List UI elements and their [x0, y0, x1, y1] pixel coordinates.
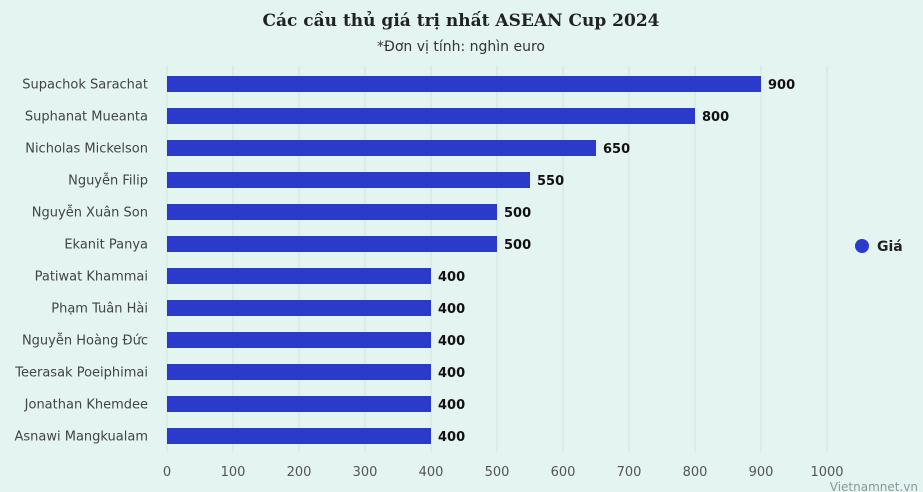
bar[interactable]	[167, 204, 497, 220]
bar[interactable]	[167, 236, 497, 252]
chart-title: Các cầu thủ giá trị nhất ASEAN Cup 2024	[262, 11, 659, 31]
category-label: Jonathan Khemdee	[24, 398, 148, 413]
bar[interactable]	[167, 300, 431, 316]
category-label: Nicholas Mickelson	[25, 142, 148, 157]
category-label: Nguyễn Hoàng Đức	[22, 334, 148, 349]
category-label: Nguyễn Xuân Son	[32, 206, 148, 221]
bar[interactable]	[167, 140, 596, 156]
credit-text: Vietnamnet.vn	[830, 480, 918, 492]
data-label: 400	[438, 398, 465, 413]
data-label: 800	[702, 110, 729, 125]
x-tick-label: 700	[617, 465, 642, 480]
data-label: 400	[438, 270, 465, 285]
x-tick-label: 500	[485, 465, 510, 480]
data-label: 400	[438, 366, 465, 381]
data-label: 550	[537, 174, 564, 189]
data-label: 650	[603, 142, 630, 157]
data-label: 900	[768, 78, 795, 93]
x-tick-label: 200	[287, 465, 312, 480]
x-tick-label: 100	[221, 465, 246, 480]
bars: 900 800 650 550 500 500 400 400 400 400 400 400	[167, 76, 795, 445]
bar[interactable]	[167, 396, 431, 412]
chart-subtitle: *Đơn vị tính: nghìn euro	[377, 39, 545, 55]
legend-label: Giá	[877, 239, 903, 255]
x-tick-label: 300	[353, 465, 378, 480]
x-tick-label: 600	[551, 465, 576, 480]
x-tick-label: 800	[683, 465, 708, 480]
data-label: 400	[438, 430, 465, 445]
bar[interactable]	[167, 172, 530, 188]
data-label: 400	[438, 302, 465, 317]
category-label: Ekanit Panya	[64, 238, 148, 253]
data-label: 400	[438, 334, 465, 349]
bar[interactable]	[167, 268, 431, 284]
category-label: Nguyễn Filip	[68, 174, 148, 189]
category-label: Teerasak Poeiphimai	[14, 366, 148, 381]
category-label: Phạm Tuân Hài	[51, 302, 148, 317]
category-label: Supachok Sarachat	[22, 78, 148, 93]
legend[interactable]: Giá	[855, 239, 903, 255]
data-label: 500	[504, 206, 531, 221]
x-tick-label: 400	[419, 465, 444, 480]
data-label: 500	[504, 238, 531, 253]
bar[interactable]	[167, 364, 431, 380]
bar[interactable]	[167, 428, 431, 444]
legend-marker-icon	[855, 239, 869, 253]
x-tick-label: 1000	[810, 465, 843, 480]
bar[interactable]	[167, 332, 431, 348]
category-label: Patiwat Khammai	[35, 270, 148, 285]
category-label: Suphanat Mueanta	[25, 110, 148, 125]
bar[interactable]	[167, 76, 761, 92]
category-label: Asnawi Mangkualam	[15, 430, 149, 445]
x-tick-label: 0	[163, 465, 171, 480]
gridlines	[166, 66, 828, 452]
category-labels: Supachok Sarachat Suphanat Mueanta Nichola…	[14, 78, 148, 445]
x-axis-ticks: 0 100 200 300 400 500 600 700 800 900 1000	[163, 465, 844, 480]
bar[interactable]	[167, 108, 695, 124]
x-tick-label: 900	[749, 465, 774, 480]
